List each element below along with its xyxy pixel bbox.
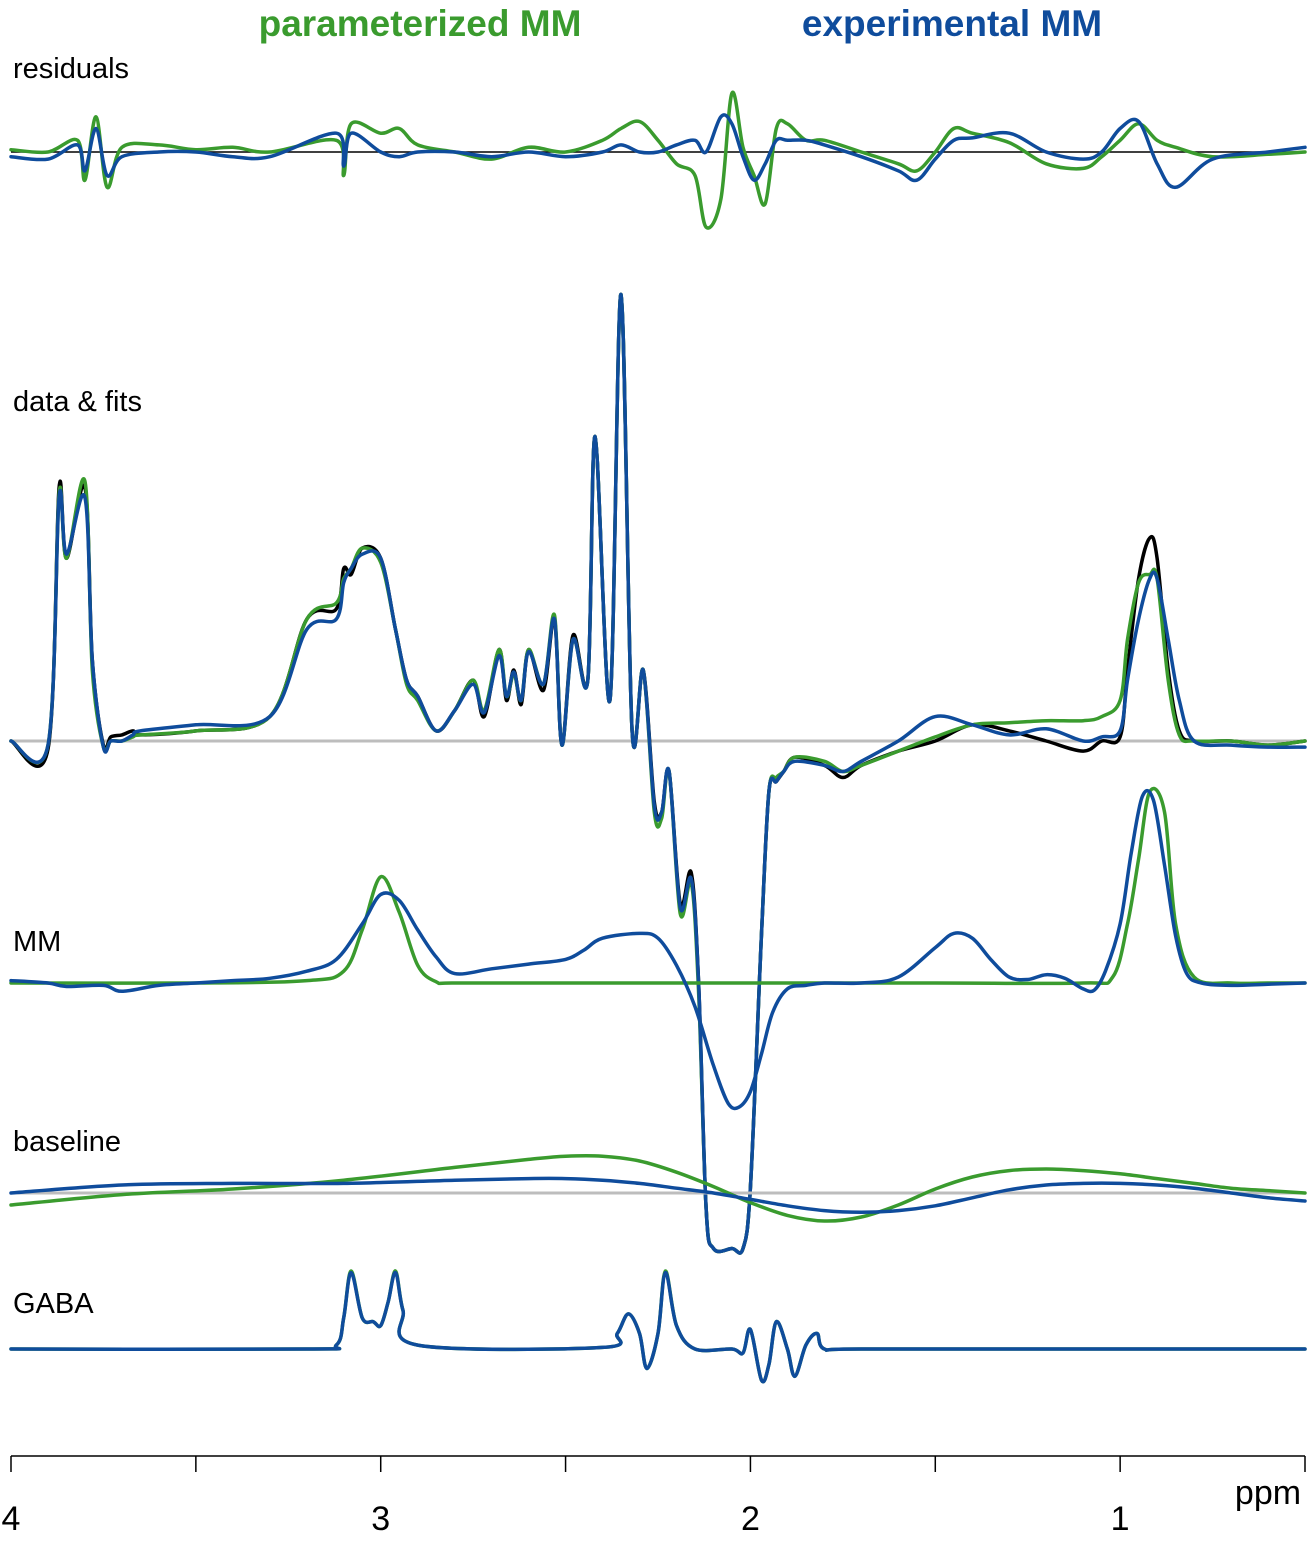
panel-label-mm: MM (13, 926, 61, 958)
x-tick-label-2: 2 (741, 1500, 760, 1538)
x-axis-ticks: 4 3 2 1 (2, 1456, 1306, 1538)
series-data-fits-parameterized-mm (9, 292, 1307, 1255)
series-mm-parameterized-mm (9, 786, 1307, 986)
x-tick-label-1: 1 (1111, 1500, 1130, 1538)
panel-label-residuals: residuals (13, 53, 129, 85)
panels: residuals data & fits MM baseline GABA (9, 53, 1307, 1384)
series-data-fits-experimental-mm (9, 292, 1307, 1255)
panel-data-fits: data & fits (9, 292, 1307, 1255)
series-baseline-experimental-mm (9, 1176, 1307, 1214)
panel-residuals: residuals (9, 53, 1307, 230)
series-baseline-parameterized-mm (9, 1153, 1307, 1223)
panel-gaba: GABA (9, 1269, 1307, 1384)
series-residuals-parameterized-mm (9, 90, 1307, 230)
legend-entry-parameterized-mm: parameterized MM (259, 3, 582, 44)
legend: parameterized MM experimental MM (259, 3, 1103, 44)
series-gaba-experimental-mm (9, 1270, 1307, 1384)
panel-label-gaba: GABA (13, 1288, 94, 1320)
x-tick-label-4: 4 (2, 1500, 21, 1538)
panel-mm: MM (9, 786, 1307, 1111)
panel-label-data-fits: data & fits (13, 386, 142, 418)
panel-label-baseline: baseline (13, 1126, 121, 1158)
legend-entry-experimental-mm: experimental MM (802, 3, 1102, 44)
x-axis: 4 3 2 1 ppm (2, 1455, 1306, 1538)
x-axis-label: ppm (1235, 1474, 1301, 1512)
x-tick-label-3: 3 (371, 1500, 390, 1538)
panel-baseline: baseline (9, 1126, 1307, 1223)
series-data-fits-data (9, 292, 1307, 1255)
series-residuals-experimental-mm (9, 113, 1307, 190)
series-mm-experimental-mm (9, 788, 1307, 1111)
